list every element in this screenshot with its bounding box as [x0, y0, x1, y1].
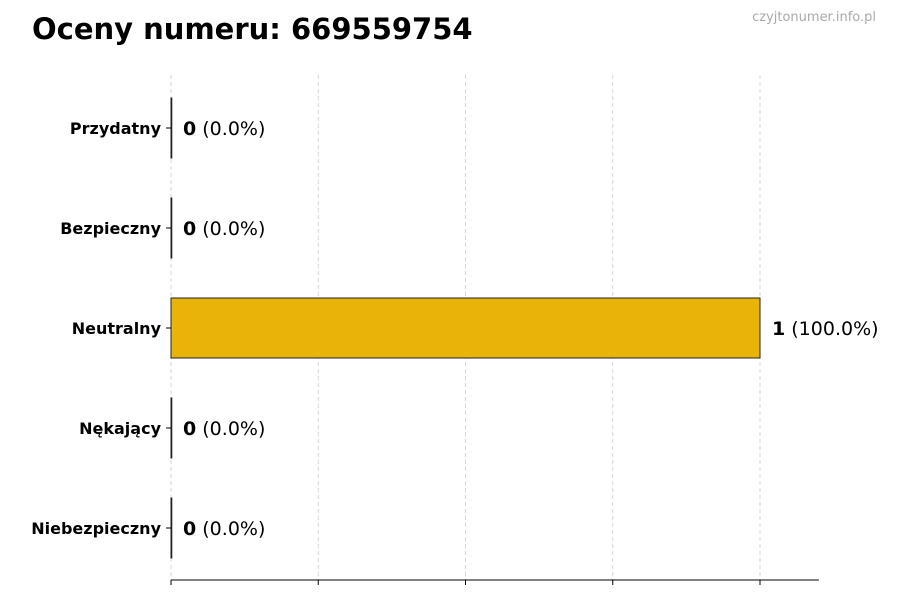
watermark: czyjtonumer.info.pl — [752, 10, 876, 25]
category-label: Niebezpieczny — [31, 519, 161, 538]
data-label: 0 (0.0%) — [183, 118, 265, 140]
percent-label: (0.0%) — [196, 518, 265, 540]
value-label: 0 — [183, 418, 196, 440]
percent-label: (0.0%) — [196, 418, 265, 440]
percent-label: (0.0%) — [196, 218, 265, 240]
data-label: 0 (0.0%) — [183, 418, 265, 440]
category-label: Neutralny — [72, 319, 162, 338]
bar-1 — [170, 197, 173, 259]
chart-title: Oceny numeru: 669559754 — [32, 12, 473, 46]
value-label: 0 — [183, 518, 196, 540]
percent-label: (100.0%) — [785, 318, 878, 340]
bar-0 — [170, 97, 173, 159]
data-label: 0 (0.0%) — [183, 518, 265, 540]
bar-2 — [170, 297, 761, 359]
percent-label: (0.0%) — [196, 118, 265, 140]
value-label: 1 — [772, 318, 785, 340]
value-label: 0 — [183, 118, 196, 140]
bar-4 — [170, 497, 173, 559]
bar-3 — [170, 397, 173, 459]
data-label: 0 (0.0%) — [183, 218, 265, 240]
value-label: 0 — [183, 218, 196, 240]
category-label: Przydatny — [70, 119, 162, 138]
category-label: Nękający — [79, 419, 161, 438]
data-label: 1 (100.0%) — [772, 318, 879, 340]
category-label: Bezpieczny — [60, 219, 161, 238]
